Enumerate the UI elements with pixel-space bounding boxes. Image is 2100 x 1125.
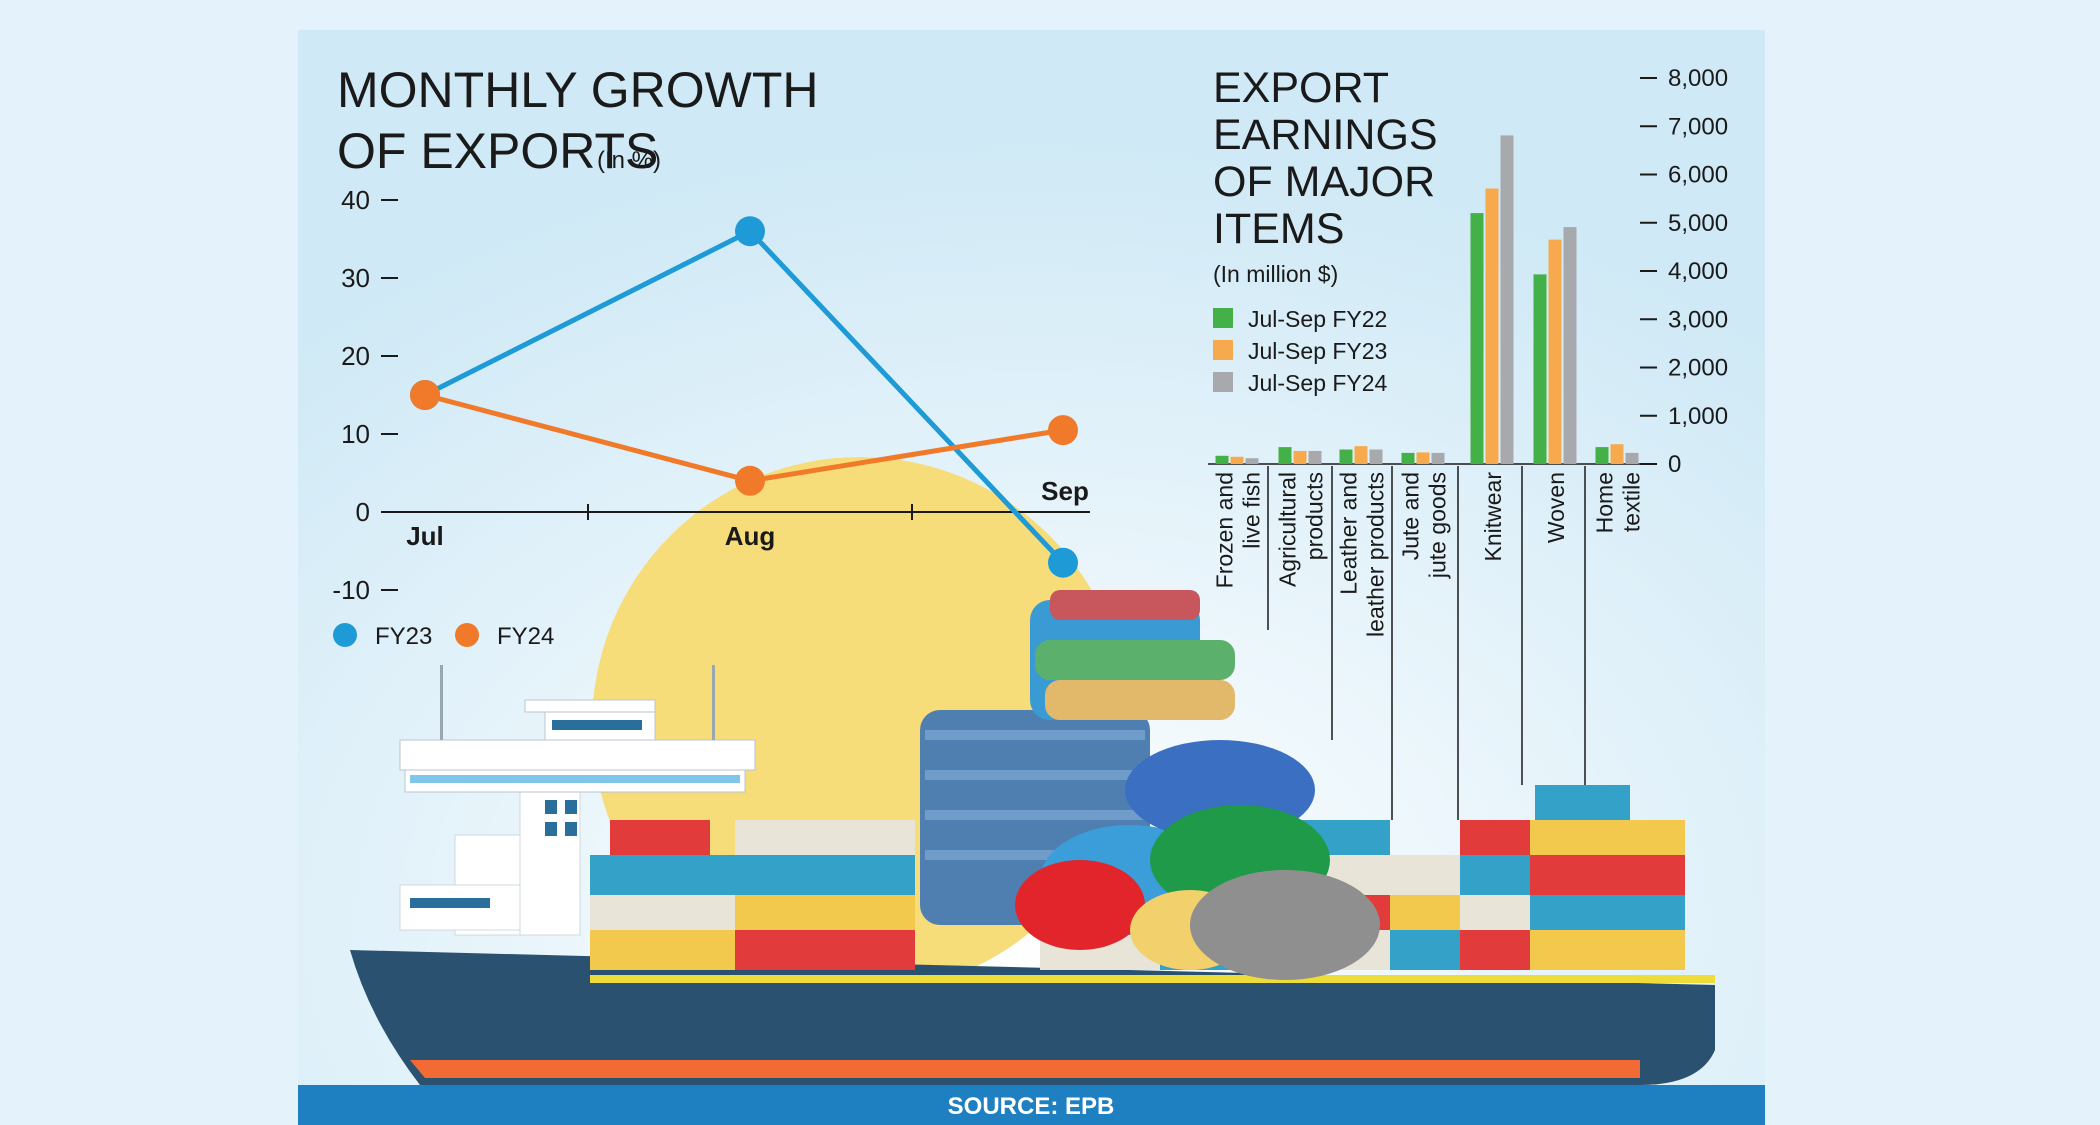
clothing-pile-illustration <box>920 590 1380 980</box>
y-tick-label: 10 <box>341 419 370 449</box>
legend-label-fy23-bar: Jul-Sep FY23 <box>1248 338 1387 364</box>
category-label: Woven <box>1543 472 1569 543</box>
line-chart-title-line2: OF EXPORTS <box>337 123 658 179</box>
x-label-sep: Sep <box>1041 476 1089 506</box>
y-tick-label: 7,000 <box>1668 113 1728 140</box>
bar-chart-y-axis: 8,000 7,000 6,000 5,000 4,000 3,000 2,000 1,000… <box>1640 65 1728 478</box>
bar-jul-sep-fy22-6 <box>1595 447 1609 464</box>
y-tick-label: 40 <box>341 185 370 215</box>
bar-jul-sep-fy24-2 <box>1369 449 1383 464</box>
y-tick-label: 0 <box>356 497 370 527</box>
line-chart-title-line1: MONTHLY GROWTH <box>337 62 818 118</box>
y-tick-label: 2,000 <box>1668 355 1728 382</box>
y-tick-label: 20 <box>341 341 370 371</box>
bar-jul-sep-fy22-4 <box>1470 213 1484 464</box>
bar-chart-title-line1: EXPORT <box>1213 64 1389 112</box>
x-label-jul: Jul <box>406 521 444 551</box>
legend-swatch-fy22 <box>1213 308 1233 328</box>
bar-jul-sep-fy23-5 <box>1548 239 1562 464</box>
source-label: SOURCE: EPB <box>948 1093 1115 1120</box>
line-chart-y-axis: 40 30 20 10 0 -10 <box>332 185 398 605</box>
bar-jul-sep-fy24-3 <box>1431 452 1445 464</box>
data-point-fy23-aug <box>735 216 765 247</box>
legend-label-fy23: FY23 <box>375 623 432 650</box>
category-label: Leather and <box>1336 472 1362 595</box>
bar-chart-categories: Frozen and live fish Agricultural products L… <box>1212 466 1645 820</box>
bar-jul-sep-fy24-4 <box>1500 135 1514 465</box>
bar-jul-sep-fy22-3 <box>1401 452 1415 464</box>
bar-chart-unit: (In million $) <box>1213 261 1338 287</box>
bar-jul-sep-fy23-0 <box>1230 456 1244 464</box>
line-chart-section: MONTHLY GROWTH OF EXPORTS (In %) 40 30 20 1… <box>332 62 1090 650</box>
line-chart-unit: (In %) <box>597 147 661 174</box>
legend-swatch-fy23-bar <box>1213 340 1233 360</box>
y-tick-label: 30 <box>341 263 370 293</box>
bar-jul-sep-fy24-1 <box>1308 450 1322 464</box>
category-label: Agricultural <box>1275 472 1301 587</box>
bar-jul-sep-fy23-1 <box>1293 450 1307 464</box>
bar-jul-sep-fy22-0 <box>1215 455 1229 464</box>
category-label: leather products <box>1363 472 1389 637</box>
bar-chart-title-line2: EARNINGS <box>1213 111 1438 159</box>
y-tick-label: 5,000 <box>1668 210 1728 237</box>
bar-jul-sep-fy23-4 <box>1485 188 1499 464</box>
category-label: textile <box>1619 472 1645 532</box>
y-tick-label: 1,000 <box>1668 403 1728 430</box>
bar-jul-sep-fy22-5 <box>1533 274 1547 464</box>
y-tick-label: -10 <box>332 575 370 605</box>
legend-label-fy24: FY24 <box>497 623 554 650</box>
category-label: products <box>1302 472 1328 560</box>
legend-swatch-fy23 <box>333 623 357 647</box>
y-tick-label: 3,000 <box>1668 306 1728 333</box>
bar-chart-bars <box>1215 135 1639 465</box>
category-label: Knitwear <box>1480 472 1506 562</box>
bar-jul-sep-fy22-1 <box>1278 447 1292 464</box>
data-point-fy24-jul <box>410 380 440 410</box>
category-label: Home <box>1592 472 1618 533</box>
footer-bar <box>298 1085 1765 1125</box>
x-label-aug: Aug <box>725 521 776 551</box>
bar-jul-sep-fy23-3 <box>1416 452 1430 464</box>
y-tick-label: 4,000 <box>1668 258 1728 285</box>
bar-jul-sep-fy23-6 <box>1610 444 1624 464</box>
bar-jul-sep-fy24-5 <box>1563 227 1577 464</box>
bar-chart-title-line3: OF MAJOR <box>1213 158 1435 206</box>
y-tick-label: 0 <box>1668 451 1681 478</box>
category-label: live fish <box>1239 472 1265 549</box>
category-label: Frozen and <box>1212 472 1238 588</box>
bar-jul-sep-fy22-2 <box>1339 449 1353 464</box>
category-label: Jute and <box>1398 472 1424 560</box>
bar-chart-section: EXPORT EARNINGS OF MAJOR ITEMS (In milli… <box>1208 64 1728 820</box>
bar-jul-sep-fy23-2 <box>1354 446 1368 464</box>
y-tick-label: 8,000 <box>1668 65 1728 92</box>
legend-swatch-fy24-bar <box>1213 372 1233 392</box>
data-point-fy24-sep <box>1048 415 1078 446</box>
data-point-fy23-sep <box>1048 547 1078 578</box>
line-chart-series <box>410 216 1078 578</box>
bar-jul-sep-fy24-0 <box>1245 458 1259 464</box>
legend-label-fy24-bar: Jul-Sep FY24 <box>1248 370 1388 396</box>
bar-jul-sep-fy24-6 <box>1625 452 1639 464</box>
legend-label-fy22: Jul-Sep FY22 <box>1248 306 1387 332</box>
legend-swatch-fy24 <box>455 623 479 647</box>
bar-chart-title-line4: ITEMS <box>1213 205 1344 253</box>
data-point-fy24-aug <box>735 465 765 496</box>
category-label: jute goods <box>1425 472 1451 579</box>
y-tick-label: 6,000 <box>1668 162 1728 189</box>
